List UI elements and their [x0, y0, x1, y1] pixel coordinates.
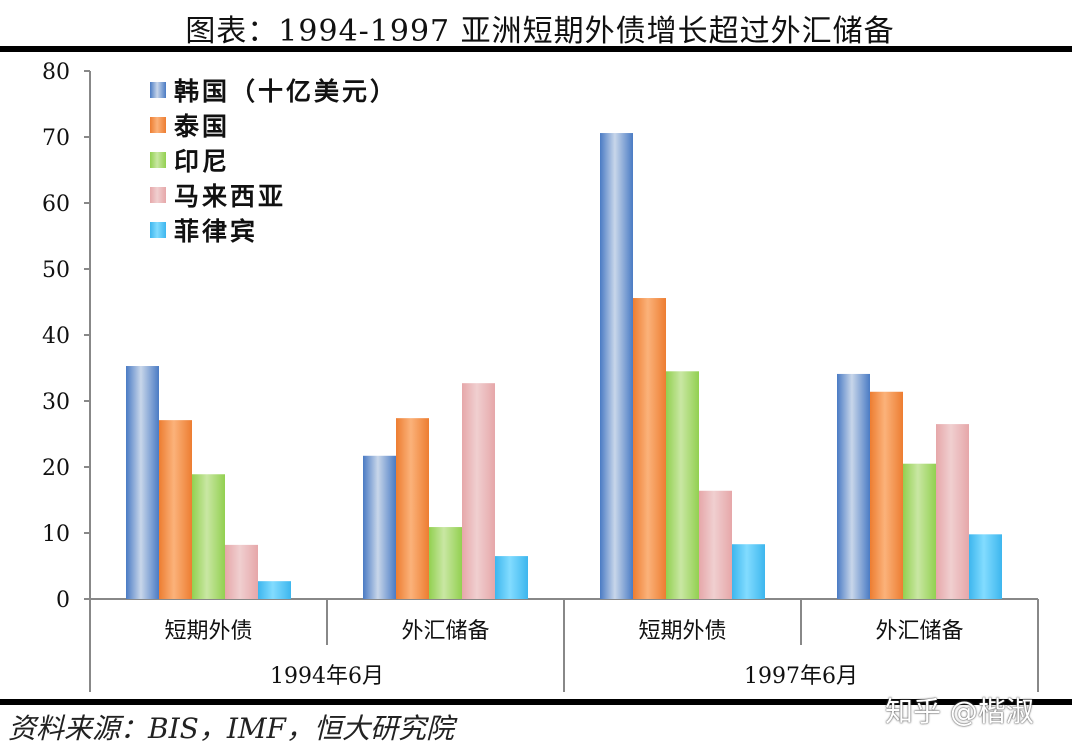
legend-swatch: [150, 152, 166, 168]
bar: [903, 463, 936, 599]
bar: [396, 418, 429, 599]
bar: [363, 455, 396, 599]
x-group-label: 1997年6月: [744, 664, 858, 689]
legend-swatch: [150, 82, 166, 98]
bar: [462, 383, 495, 599]
bar: [870, 391, 903, 599]
y-tick-label: 10: [42, 522, 70, 547]
x-category-label: 短期外债: [638, 619, 726, 644]
bar: [429, 527, 462, 599]
top-rule: [0, 46, 1072, 52]
bar: [258, 581, 291, 599]
y-tick-label: 30: [42, 390, 70, 415]
x-category-label: 外汇储备: [401, 619, 489, 644]
legend-swatch: [150, 222, 166, 238]
bottom-rule: [0, 699, 1072, 705]
bar: [936, 424, 969, 599]
bar: [600, 133, 633, 600]
bar: [699, 490, 732, 599]
bar: [666, 371, 699, 599]
axes: 0 10 20 30 40 50 60 70 80 短期外债 外汇储备 短期外债 外汇储备 1994年6月…: [42, 60, 1039, 692]
watermark: 知乎 @楷淑: [885, 695, 1034, 728]
bar: [495, 556, 528, 599]
source-note: 资料来源：BIS，IMF，恒大研究院: [8, 712, 454, 745]
bar: [969, 534, 1002, 599]
y-tick-label: 60: [42, 192, 70, 217]
bar: [126, 366, 159, 599]
legend-label: 韩国（十亿美元）: [174, 77, 398, 106]
y-tick-label: 80: [42, 60, 70, 85]
x-category-label: 短期外债: [164, 619, 252, 644]
y-tick-label: 40: [42, 324, 70, 349]
legend-label: 马来西亚: [174, 182, 286, 211]
legend-label: 印尼: [174, 147, 230, 176]
bar: [732, 544, 765, 599]
legend-label: 泰国: [174, 112, 230, 141]
bar-chart: 0 10 20 30 40 50 60 70 80 短期外债 外汇储备 短期外债 外汇储备 1994年6月…: [42, 60, 1039, 692]
bar: [159, 420, 192, 599]
y-tick-label: 0: [56, 588, 70, 613]
legend-swatch: [150, 117, 166, 133]
bar: [225, 544, 258, 599]
bar: [633, 298, 666, 599]
y-tick-label: 50: [42, 258, 70, 283]
legend-label: 菲律宾: [174, 217, 258, 246]
legend-swatch: [150, 187, 166, 203]
bar: [837, 373, 870, 599]
x-category-label: 外汇储备: [875, 619, 963, 644]
bars: [126, 133, 1002, 600]
bar: [192, 474, 225, 599]
y-tick-label: 20: [42, 456, 70, 481]
y-tick-label: 70: [42, 126, 70, 151]
chart-title: 图表：1994-1997 亚洲短期外债增长超过外汇储备: [185, 14, 895, 49]
x-group-label: 1994年6月: [270, 664, 384, 689]
